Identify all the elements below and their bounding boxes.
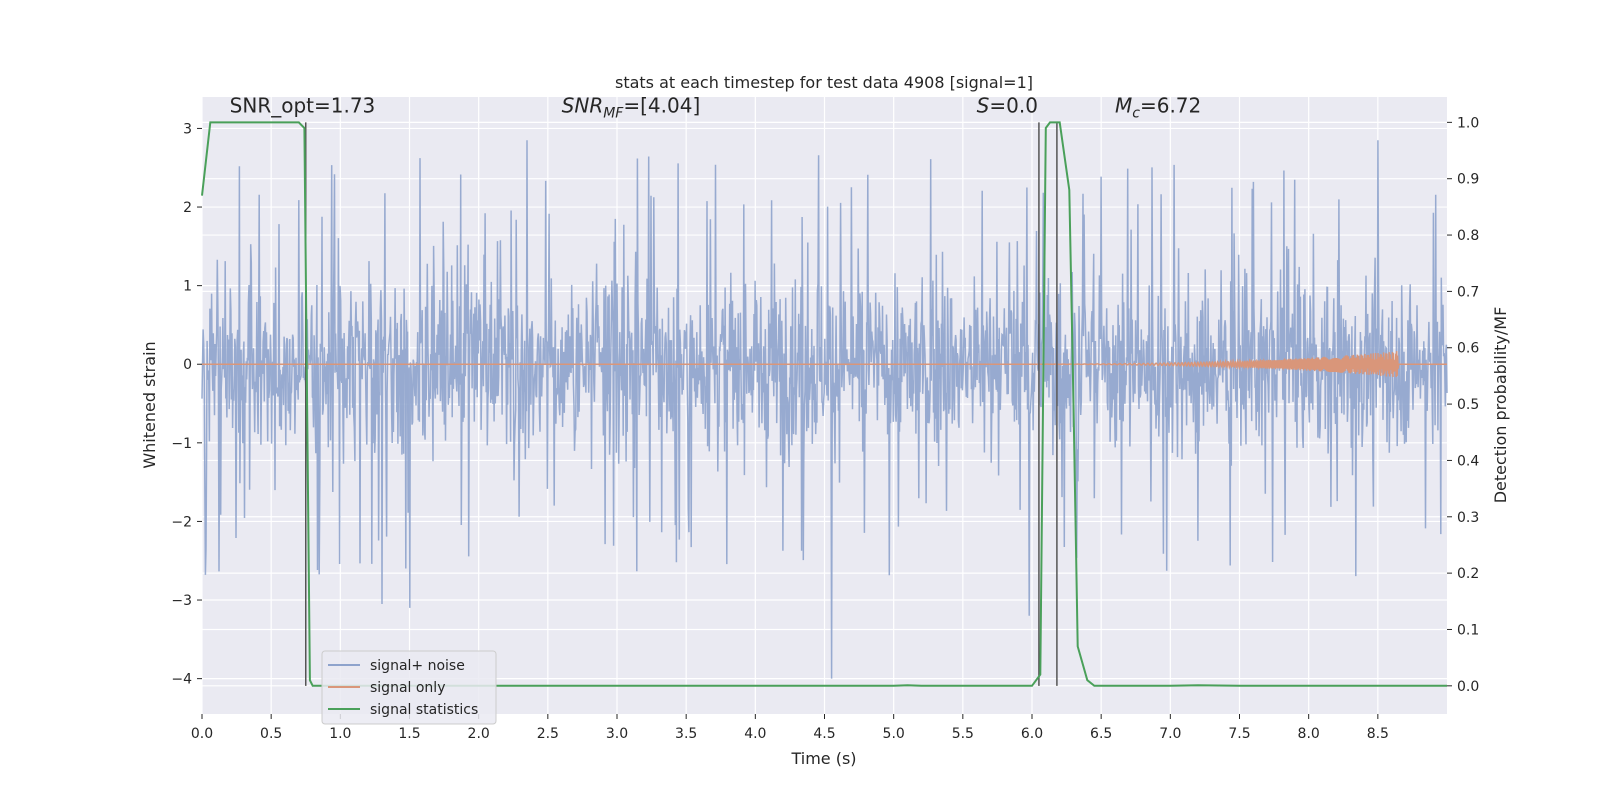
x-tick-label: 8.0 (1298, 726, 1320, 742)
y2-tick-label: 0.5 (1457, 397, 1479, 413)
y2-tick-label: 0.4 (1457, 453, 1479, 469)
x-tick-label: 1.0 (329, 726, 351, 742)
x-tick-label: 7.0 (1159, 726, 1181, 742)
y2-tick-label: 0.1 (1457, 622, 1479, 638)
y-axis-label: Whitened strain (140, 341, 159, 468)
legend-label-signal-statistics: signal statistics (370, 702, 478, 718)
annotation-text: SNRMF=[4.04] (562, 94, 701, 122)
legend-label-signal-plus-noise: signal+ noise (370, 658, 465, 674)
x-tick-label: 0.0 (191, 726, 213, 742)
y2-tick-label: 0.2 (1457, 566, 1479, 582)
x-tick-label: 8.5 (1367, 726, 1389, 742)
y2-tick-label: 0.0 (1457, 679, 1479, 695)
signal-only-line (202, 351, 1448, 378)
y2-tick-label: 0.6 (1457, 341, 1479, 357)
y-tick-label: −2 (171, 514, 192, 530)
x-tick-label: 4.0 (744, 726, 766, 742)
x-tick-label: 6.0 (1021, 726, 1043, 742)
x-tick-label: 3.5 (675, 726, 697, 742)
y2-tick-label: 1.0 (1457, 115, 1479, 131)
y-tick-label: 1 (183, 279, 192, 295)
y2-tick-label: 0.9 (1457, 172, 1479, 188)
y-tick-label: −4 (171, 672, 192, 688)
x-tick-label: 6.5 (1090, 726, 1112, 742)
axis-ticks: 0.0 0.5 1.0 1.5 2.0 2.5 3.0 3.5 4.0 4.5 5.0 5.5 6.0 6… (171, 115, 1479, 742)
x-tick-label: 5.0 (883, 726, 905, 742)
y-tick-label: 2 (183, 200, 192, 216)
y2-tick-label: 0.3 (1457, 510, 1479, 526)
y2-tick-label: 0.8 (1457, 228, 1479, 244)
x-tick-label: 4.5 (813, 726, 835, 742)
legend-box (321, 650, 497, 725)
legend-label-signal-only: signal only (370, 680, 445, 696)
legend: signal+ noise signal only signal statist… (321, 650, 497, 725)
x-tick-label: 7.5 (1228, 726, 1250, 742)
x-tick-label: 2.0 (468, 726, 490, 742)
annotation-text: SNR_opt=1.73 (230, 94, 376, 118)
series-signal-only (202, 351, 1448, 378)
x-axis-label: Time (s) (790, 749, 856, 768)
series-signal-statistics (201, 121, 1447, 687)
y2-tick-label: 0.7 (1457, 284, 1479, 300)
annotations: SNR_opt=1.73 SNRMF=[4.04] S=0.0 Mc=6.72 (230, 94, 1202, 122)
chart-title: stats at each timestep for test data 490… (615, 73, 1033, 92)
annotation-text: Mc=6.72 (1115, 94, 1201, 122)
x-tick-label: 3.0 (606, 726, 628, 742)
annotation-text: S=0.0 (977, 94, 1038, 118)
x-tick-label: 0.5 (260, 726, 282, 742)
y-tick-label: −1 (171, 436, 192, 452)
x-tick-label: 5.5 (952, 726, 974, 742)
signal-statistics-line (201, 121, 1447, 687)
y-tick-label: 3 (183, 121, 192, 137)
x-tick-label: 1.5 (398, 726, 420, 742)
y-tick-label: 0 (183, 357, 192, 373)
y-tick-label: −3 (171, 593, 192, 609)
y2-axis-label: Detection probability/MF (1491, 307, 1510, 504)
x-tick-label: 2.5 (537, 726, 559, 742)
